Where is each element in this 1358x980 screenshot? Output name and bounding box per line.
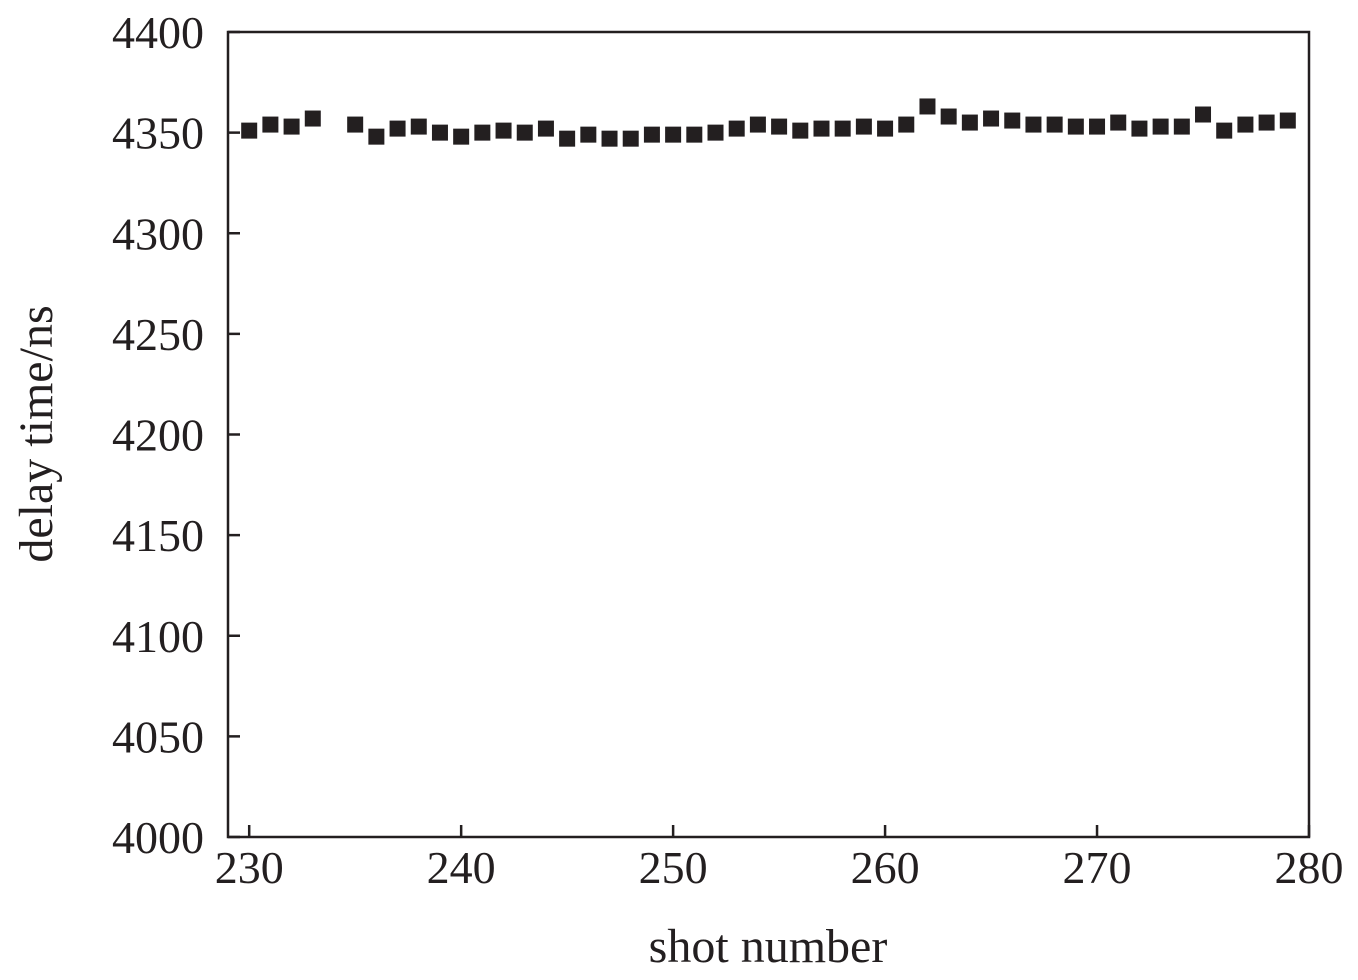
x-tick-label: 240 xyxy=(427,842,496,893)
data-point xyxy=(1046,116,1063,133)
data-point xyxy=(495,122,512,139)
data-point xyxy=(241,122,258,139)
data-point xyxy=(1025,116,1042,133)
x-axis-title: shot number xyxy=(649,920,888,973)
y-tick-label: 4100 xyxy=(112,611,204,662)
data-point xyxy=(601,130,618,147)
data-point xyxy=(983,110,1000,127)
data-point xyxy=(1258,114,1275,131)
y-tick-label: 4000 xyxy=(112,812,204,863)
data-point xyxy=(431,124,448,141)
data-point xyxy=(537,120,554,137)
data-point xyxy=(643,126,660,143)
data-point xyxy=(855,118,872,135)
data-point xyxy=(707,124,724,141)
data-point xyxy=(686,126,703,143)
y-tick-label: 4250 xyxy=(112,309,204,360)
data-point xyxy=(580,126,597,143)
y-tick-label: 4150 xyxy=(112,510,204,561)
data-point xyxy=(877,120,894,137)
data-point xyxy=(1004,112,1021,129)
data-point xyxy=(834,120,851,137)
y-tick-label: 4400 xyxy=(112,7,204,58)
plot-frame xyxy=(226,30,1311,839)
y-tick-label: 4050 xyxy=(112,711,204,762)
data-point xyxy=(961,114,978,131)
data-point xyxy=(1110,114,1127,131)
data-point xyxy=(1131,120,1148,137)
data-point xyxy=(1173,118,1190,135)
y-tick-label: 4200 xyxy=(112,410,204,461)
data-point xyxy=(1216,122,1233,139)
data-point xyxy=(898,116,915,133)
data-point xyxy=(1089,118,1106,135)
data-point xyxy=(622,130,639,147)
y-axis: 4000 4050 4100 4150 4200 4250 4300 4350 4400 xyxy=(112,7,240,863)
x-tick-label: 270 xyxy=(1063,842,1132,893)
data-point xyxy=(919,98,936,115)
data-point xyxy=(559,130,576,147)
data-point xyxy=(749,116,766,133)
data-point xyxy=(389,120,406,137)
data-point xyxy=(771,118,788,135)
x-tick-label: 250 xyxy=(639,842,708,893)
x-tick-label: 260 xyxy=(851,842,920,893)
y-tick-label: 4350 xyxy=(112,108,204,159)
y-tick-label: 4300 xyxy=(112,208,204,259)
data-point xyxy=(728,120,745,137)
data-point xyxy=(1195,106,1212,123)
data-point xyxy=(813,120,830,137)
data-point xyxy=(474,124,491,141)
data-point xyxy=(453,128,470,145)
data-point xyxy=(1152,118,1169,135)
data-point xyxy=(1237,116,1254,133)
data-points xyxy=(241,98,1296,147)
data-point xyxy=(516,124,533,141)
data-point xyxy=(940,108,957,125)
data-point xyxy=(1067,118,1084,135)
data-point xyxy=(665,126,682,143)
x-axis: 230 240 250 260 270 280 xyxy=(215,825,1344,893)
data-point xyxy=(347,116,364,133)
data-point xyxy=(283,118,300,135)
data-point xyxy=(304,110,321,127)
data-point xyxy=(410,118,427,135)
data-point xyxy=(368,128,385,145)
data-point xyxy=(1279,112,1296,129)
data-point xyxy=(262,116,279,133)
y-axis-title: delay time/ns xyxy=(10,305,63,562)
x-tick-label: 230 xyxy=(215,842,284,893)
data-point xyxy=(792,122,809,139)
x-tick-label: 280 xyxy=(1275,842,1344,893)
